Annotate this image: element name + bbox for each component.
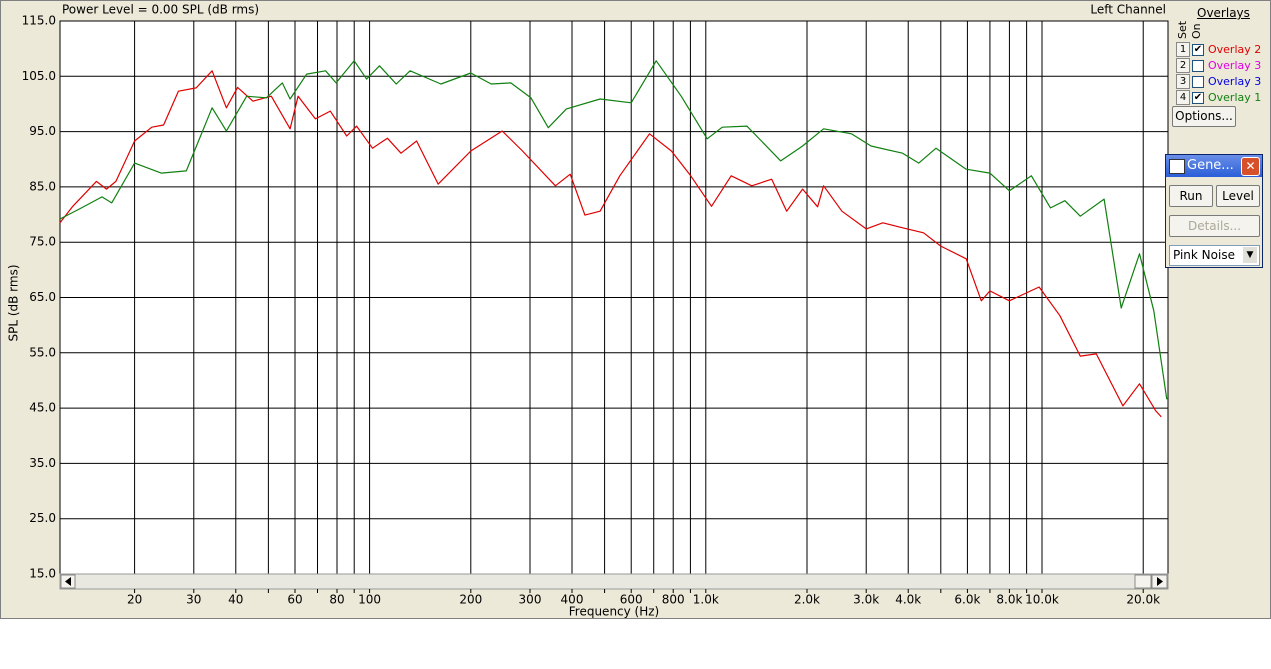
- y-tick-label: 25.0: [29, 511, 56, 525]
- x-tick-label: 40: [228, 593, 243, 607]
- window: Power Level = 0.00 SPL (dB rms) Left Cha…: [0, 0, 1271, 619]
- set-number[interactable]: 1: [1176, 42, 1190, 57]
- y-tick-label: 15.0: [29, 567, 56, 581]
- set-number[interactable]: 4: [1176, 90, 1190, 105]
- power-level: Power Level = 0.00 SPL (dB rms): [62, 3, 259, 17]
- x-tick-label: 100: [358, 593, 381, 607]
- checkbox[interactable]: ✔: [1192, 44, 1204, 56]
- y-tick-label: 75.0: [29, 235, 56, 249]
- y-axis-label: SPL (dB rms): [7, 264, 21, 341]
- y-tick-label: 105.0: [22, 69, 56, 83]
- series-line: [59, 70, 1162, 418]
- signal-select[interactable]: Pink Noise ▼: [1169, 245, 1260, 266]
- x-tick-label: 2.0k: [794, 593, 820, 607]
- x-tick-label: 3.0k: [853, 593, 879, 607]
- x-tick-label: 1.0k: [693, 593, 719, 607]
- x-tick-label: 30: [186, 593, 201, 607]
- scroll-thumb[interactable]: [1134, 574, 1152, 589]
- x-tick-label: 400: [561, 593, 584, 607]
- overlay-name: Overlay 3: [1208, 75, 1262, 88]
- series-line: [59, 60, 1168, 400]
- dropdown-arrow[interactable]: ▼: [1243, 247, 1257, 263]
- set-header: Set: [1176, 20, 1189, 39]
- x-tick-label: 6.0k: [954, 593, 980, 607]
- details-button[interactable]: Details...: [1169, 215, 1260, 237]
- app-icon: [1169, 159, 1185, 174]
- x-tick-label: 800: [662, 593, 685, 607]
- arrow-icon: [1157, 577, 1163, 586]
- checkbox[interactable]: [1192, 60, 1204, 72]
- set-number[interactable]: 2: [1176, 58, 1190, 73]
- window-title: Gene...: [1187, 158, 1234, 173]
- title-bar: Gene... ✕: [1166, 155, 1262, 177]
- y-tick-label: 85.0: [29, 179, 56, 193]
- options-button[interactable]: Options...: [1172, 106, 1236, 127]
- y-tick-label: 95.0: [29, 124, 56, 138]
- x-tick-label: 4.0k: [895, 593, 921, 607]
- on-header: On: [1190, 23, 1203, 39]
- y-tick-label: 55.0: [29, 345, 56, 359]
- overlay-name: Overlay 1: [1208, 91, 1262, 104]
- level-button[interactable]: Level: [1216, 185, 1260, 207]
- x-axis-label: Frequency (Hz): [569, 605, 660, 619]
- signal-value: Pink Noise: [1173, 248, 1235, 262]
- chart: Power Level = 0.00 SPL (dB rms) Left Cha…: [7, 3, 1169, 619]
- x-tick-label: 300: [519, 593, 542, 607]
- y-tick-label: 35.0: [29, 456, 56, 470]
- close-button[interactable]: ✕: [1241, 157, 1260, 176]
- x-tick-label: 200: [459, 593, 482, 607]
- x-tick-label: 20: [127, 593, 142, 607]
- checkbox[interactable]: [1192, 76, 1204, 88]
- y-tick-label: 65.0: [29, 290, 56, 304]
- scrollbar[interactable]: [59, 573, 1169, 590]
- x-tick-label: 80: [329, 593, 344, 607]
- x-tick-label: 60: [287, 593, 302, 607]
- x-tick-label: 20.0k: [1126, 593, 1160, 607]
- x-tick-label: 600: [620, 593, 643, 607]
- checkbox[interactable]: ✔: [1192, 92, 1204, 104]
- x-tick-label: 8.0k: [996, 593, 1022, 607]
- overlays-title[interactable]: Overlays: [1197, 6, 1250, 20]
- overlay-name: Overlay 3: [1208, 59, 1262, 72]
- y-tick-label: 115.0: [22, 14, 56, 28]
- channel: Left Channel: [1090, 3, 1166, 17]
- generator-window: Gene... ✕ Run Level Details... Pink Nois…: [1165, 154, 1263, 268]
- set-number[interactable]: 3: [1176, 74, 1190, 89]
- arrow-icon: [65, 577, 71, 586]
- overlay-name: Overlay 2: [1208, 43, 1262, 56]
- y-tick-label: 45.0: [29, 401, 56, 415]
- run-button[interactable]: Run: [1169, 185, 1213, 207]
- x-tick-label: 10.0k: [1025, 593, 1059, 607]
